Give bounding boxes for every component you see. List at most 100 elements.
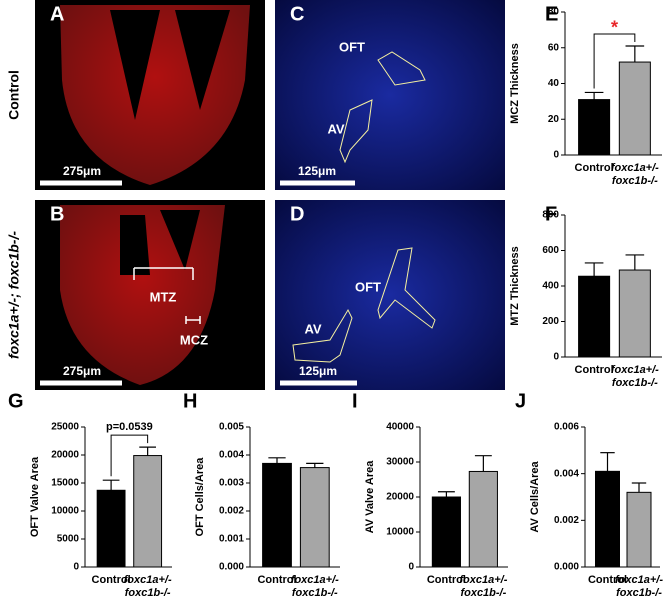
region-label: MTZ (150, 289, 177, 304)
y-tick-label: 0.000 (554, 562, 579, 573)
x-tick-label: foxc1a+/- (291, 574, 339, 586)
panel-letter: H (183, 390, 197, 412)
y-tick-label: 0.006 (554, 422, 579, 433)
x-tick-label: foxc1b-/- (616, 587, 662, 599)
bar (262, 462, 292, 568)
region-label: AV (327, 121, 344, 136)
row-label: Control (6, 70, 22, 120)
significance-bracket (593, 33, 636, 89)
region-label: MCZ (180, 332, 208, 347)
panel-letter: A (50, 3, 64, 25)
panel-letter: I (352, 390, 358, 412)
panel-letter: C (290, 3, 304, 25)
bracket (133, 267, 194, 280)
bar (578, 99, 611, 156)
annotation: p=0.0539 (106, 421, 153, 433)
bar (96, 489, 126, 568)
scale-label: 275μm (63, 164, 101, 178)
y-tick-label: 0.004 (554, 468, 579, 479)
panel-letter: J (515, 390, 526, 412)
bracket (185, 316, 201, 324)
bar (431, 496, 461, 568)
x-tick-label: Control (427, 574, 466, 586)
bar (578, 275, 611, 358)
y-tick-label: 80 (548, 7, 560, 18)
panel-letter: G (8, 390, 24, 412)
x-tick-label: Control (575, 364, 614, 376)
x-tick-label: Control (257, 574, 296, 586)
bar (595, 470, 620, 568)
x-tick-label: Control (575, 162, 614, 174)
y-tick-label: 10000 (51, 506, 79, 517)
y-tick-label: 15000 (51, 478, 79, 489)
x-tick-label: foxc1b-/- (125, 587, 171, 599)
y-axis-label: OFT Valve Area (29, 456, 41, 537)
y-tick-label: 200 (542, 316, 559, 327)
micrograph (275, 200, 505, 390)
y-tick-label: 0.002 (554, 515, 579, 526)
y-tick-label: 40 (548, 78, 560, 89)
x-tick-label: foxc1b-/- (612, 377, 658, 389)
x-tick-label: Control (588, 574, 627, 586)
panel-letter: B (50, 203, 64, 225)
y-tick-label: 0 (553, 150, 559, 161)
lumen (120, 210, 200, 275)
y-tick-label: 0 (553, 352, 559, 363)
region-label: AV (304, 321, 321, 336)
region-label: OFT (339, 39, 365, 54)
bar (133, 455, 163, 568)
y-axis-label: OFT Cells/Area (194, 457, 206, 537)
outline (377, 51, 426, 86)
lumen (110, 10, 230, 120)
micrograph (275, 0, 505, 190)
outline (377, 247, 436, 329)
bar (626, 491, 652, 568)
x-tick-label: foxc1b-/- (460, 587, 506, 599)
y-tick-label: 0.003 (219, 478, 244, 489)
x-tick-label: foxc1a+/- (615, 574, 663, 586)
annotation: * (611, 18, 618, 38)
panel-letter: E (545, 3, 558, 25)
y-tick-label: 20000 (386, 492, 414, 503)
y-tick-label: 20 (548, 114, 560, 125)
panel-letter: D (290, 203, 304, 225)
y-tick-label: 0.000 (219, 562, 244, 573)
x-tick-label: foxc1a+/- (459, 574, 507, 586)
y-tick-label: 600 (542, 245, 559, 256)
bar (299, 467, 330, 568)
bar (468, 470, 498, 568)
outline (339, 99, 373, 164)
y-tick-label: 0.005 (219, 422, 244, 433)
scale-label: 125μm (299, 364, 337, 378)
region-label: OFT (355, 279, 381, 294)
panel-letter: F (545, 203, 557, 225)
x-tick-label: foxc1b-/- (292, 587, 338, 599)
y-axis-label: MCZ Thickness (509, 43, 521, 124)
scale-label: 125μm (298, 164, 336, 178)
y-tick-label: 0 (408, 562, 414, 573)
y-tick-label: 0.001 (219, 534, 244, 545)
y-tick-label: 800 (542, 210, 559, 221)
x-tick-label: Control (92, 574, 131, 586)
bar (618, 269, 651, 358)
x-tick-label: foxc1a+/- (611, 364, 659, 376)
x-tick-label: foxc1a+/- (611, 162, 659, 174)
x-tick-label: foxc1b-/- (612, 175, 658, 187)
y-tick-label: 20000 (51, 450, 79, 461)
y-tick-label: 0.004 (219, 450, 244, 461)
y-axis-label: AV Valve Area (364, 460, 376, 534)
bar (618, 61, 651, 156)
y-tick-label: 30000 (386, 457, 414, 468)
y-tick-label: 5000 (57, 534, 80, 545)
scale-label: 275μm (63, 364, 101, 378)
y-tick-label: 10000 (386, 527, 414, 538)
y-tick-label: 40000 (386, 422, 414, 433)
row-label: foxc1a+/-; foxc1b-/- (6, 231, 22, 359)
significance-bracket (110, 434, 149, 477)
outline (292, 308, 353, 363)
y-tick-label: 25000 (51, 422, 79, 433)
y-tick-label: 0.002 (219, 506, 244, 517)
y-axis-label: MTZ Thickness (509, 246, 521, 325)
y-tick-label: 60 (548, 42, 560, 53)
x-tick-label: foxc1a+/- (124, 574, 172, 586)
